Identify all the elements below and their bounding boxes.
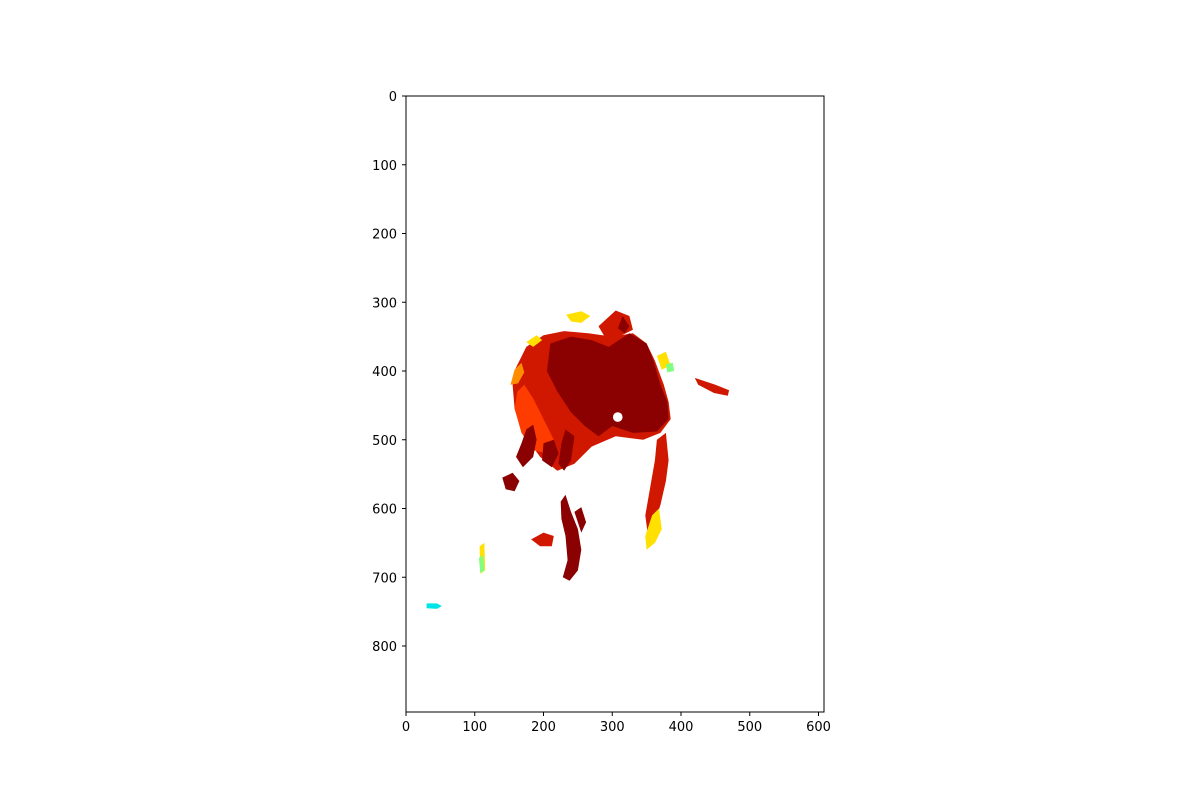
heatmap-region-19 — [574, 507, 587, 533]
y-tick-label: 700 — [372, 571, 397, 586]
x-tick-label: 300 — [600, 720, 625, 735]
heatmap-region-18 — [560, 494, 582, 581]
heatmap-region-21 — [478, 555, 485, 574]
heatmap-region-14 — [542, 439, 559, 468]
plot-area — [405, 95, 825, 713]
heatmap-region-16 — [502, 472, 520, 492]
heatmap-region-13 — [516, 424, 537, 468]
y-tick-label: 300 — [372, 296, 397, 311]
heatmap-region-1 — [546, 333, 669, 437]
heatmap-region-7 — [566, 311, 591, 323]
heatmap-region-15 — [558, 429, 575, 471]
y-tick-label: 100 — [372, 159, 397, 174]
heatmap-image — [426, 310, 730, 609]
y-tick-label: 800 — [372, 640, 397, 655]
x-axis: 0 100 200 300 400 500 600 — [402, 712, 831, 735]
y-tick-label: 500 — [372, 434, 397, 449]
x-tick-label: 600 — [806, 720, 831, 735]
x-tick-label: 100 — [462, 720, 487, 735]
x-tick-label: 500 — [737, 720, 762, 735]
x-tick-label: 200 — [531, 720, 556, 735]
heatmap-region-17 — [531, 532, 554, 547]
y-tick-label: 400 — [372, 365, 397, 380]
x-tick-label: 400 — [669, 720, 694, 735]
y-tick-label: 200 — [372, 228, 397, 243]
y-tick-label: 0 — [389, 90, 397, 105]
heatmap-region-4 — [526, 335, 543, 347]
y-axis: 0 100 200 300 400 500 600 700 800 — [372, 90, 406, 655]
heatmap-region-10 — [694, 377, 730, 396]
heatmap-region-12 — [645, 508, 662, 550]
heatmap-hole-0 — [612, 412, 623, 422]
y-tick-label: 600 — [372, 503, 397, 518]
heatmap-region-6 — [617, 316, 630, 334]
heatmap-region-9 — [665, 362, 675, 373]
heatmap-region-3 — [510, 362, 525, 385]
heatmap-region-22 — [426, 603, 442, 609]
x-tick-label: 0 — [402, 720, 410, 735]
heatmap-region-11 — [645, 432, 669, 536]
axes-frame — [405, 95, 825, 713]
